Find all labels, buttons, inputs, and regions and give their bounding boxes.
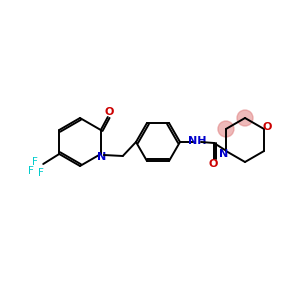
Text: O: O	[262, 122, 272, 132]
Text: F: F	[32, 157, 38, 167]
Text: O: O	[104, 107, 113, 117]
Text: N: N	[219, 149, 229, 159]
Circle shape	[218, 121, 234, 137]
Text: NH: NH	[188, 136, 206, 146]
Text: F: F	[28, 166, 34, 176]
Text: F: F	[38, 168, 44, 178]
Circle shape	[237, 110, 253, 126]
Text: O: O	[208, 159, 218, 169]
Text: N: N	[97, 152, 106, 162]
